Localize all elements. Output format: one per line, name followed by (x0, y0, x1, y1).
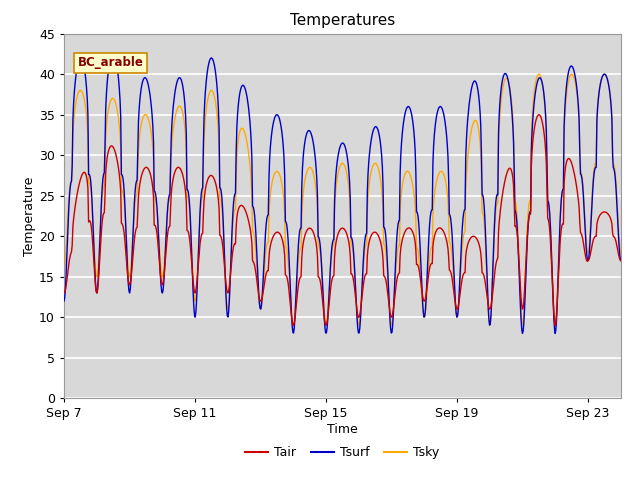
Tsky (617, 250, 625, 255)
Tsurf (349, 242, 357, 248)
Tsky (124, 257, 131, 263)
Tsky (60, 266, 68, 272)
Tsky (552, 323, 559, 328)
Tsurf (396, 170, 404, 176)
Tsurf (124, 280, 132, 286)
Tsurf (173, 78, 181, 84)
X-axis label: Time: Time (327, 423, 358, 436)
Tair (617, 258, 625, 264)
Tsky (135, 137, 143, 143)
Tsurf (552, 331, 559, 336)
Tsurf (60, 298, 68, 304)
Title: Temperatures: Temperatures (290, 13, 395, 28)
Tair (348, 272, 356, 278)
Legend: Tair, Tsurf, Tsky: Tair, Tsurf, Tsky (241, 441, 444, 464)
Tsky (600, 71, 608, 77)
Tsurf (486, 321, 494, 326)
Tair (173, 166, 180, 171)
Y-axis label: Temperature: Temperature (23, 176, 36, 256)
Tsurf (617, 258, 625, 264)
Tair (124, 271, 131, 277)
Tsurf (109, 51, 117, 57)
Tair (486, 306, 493, 312)
Tsky (396, 242, 403, 248)
Tair (535, 112, 543, 118)
Text: BC_arable: BC_arable (78, 57, 144, 70)
Tsky (173, 108, 180, 113)
Tsky (486, 323, 493, 328)
Line: Tsurf: Tsurf (64, 54, 621, 334)
Tair (60, 290, 68, 296)
Line: Tsky: Tsky (64, 74, 621, 325)
Tair (135, 186, 143, 192)
Tsky (348, 244, 356, 250)
Line: Tair: Tair (64, 115, 621, 325)
Tair (396, 270, 403, 276)
Tsurf (136, 97, 143, 103)
Tair (552, 323, 559, 328)
